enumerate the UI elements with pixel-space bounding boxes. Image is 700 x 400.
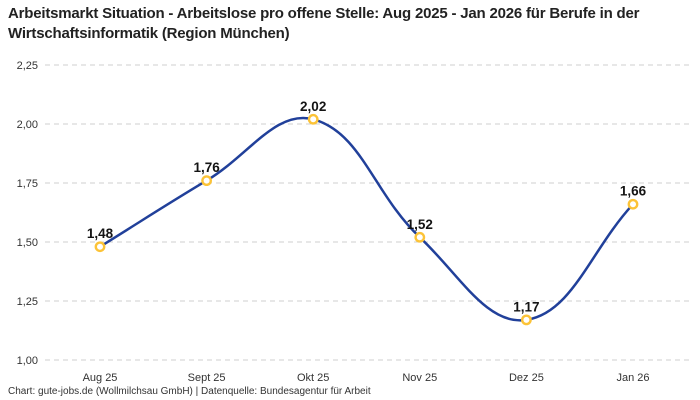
y-axis-tick-label: 2,25 bbox=[17, 60, 38, 72]
data-point-label: 1,17 bbox=[513, 299, 539, 314]
x-axis-tick-label: Okt 25 bbox=[297, 372, 329, 384]
y-axis-tick-label: 2,00 bbox=[17, 119, 38, 131]
y-axis-tick-label: 1,75 bbox=[17, 178, 38, 190]
data-point-label: 2,02 bbox=[300, 99, 326, 114]
x-axis-tick-label: Jan 26 bbox=[616, 372, 649, 384]
x-axis-tick-label: Aug 25 bbox=[83, 372, 118, 384]
chart-title: Arbeitsmarkt Situation - Arbeitslose pro… bbox=[8, 5, 640, 42]
data-point-marker bbox=[94, 241, 106, 253]
data-point-label: 1,76 bbox=[193, 160, 220, 175]
y-axis-tick-label: 1,00 bbox=[17, 355, 38, 367]
y-axis-tick-label: 1,50 bbox=[17, 237, 38, 249]
data-point-label: 1,52 bbox=[407, 217, 433, 232]
x-axis-tick-label: Dez 25 bbox=[509, 372, 544, 384]
data-point-marker bbox=[521, 314, 532, 326]
x-axis-tick-label: Nov 25 bbox=[402, 372, 437, 384]
data-point-marker bbox=[627, 198, 639, 210]
x-axis-tick-label: Sept 25 bbox=[188, 372, 226, 384]
data-point-label: 1,48 bbox=[87, 226, 114, 241]
data-point-marker bbox=[201, 175, 213, 187]
data-point-marker bbox=[414, 231, 426, 243]
data-point-marker bbox=[307, 113, 319, 125]
series-line bbox=[98, 116, 635, 322]
y-axis-tick-label: 1,25 bbox=[17, 296, 38, 308]
chart-footer: Chart: gute-jobs.de (Wollmilchsau GmbH) … bbox=[8, 386, 371, 397]
data-point-label: 1,66 bbox=[620, 184, 647, 199]
